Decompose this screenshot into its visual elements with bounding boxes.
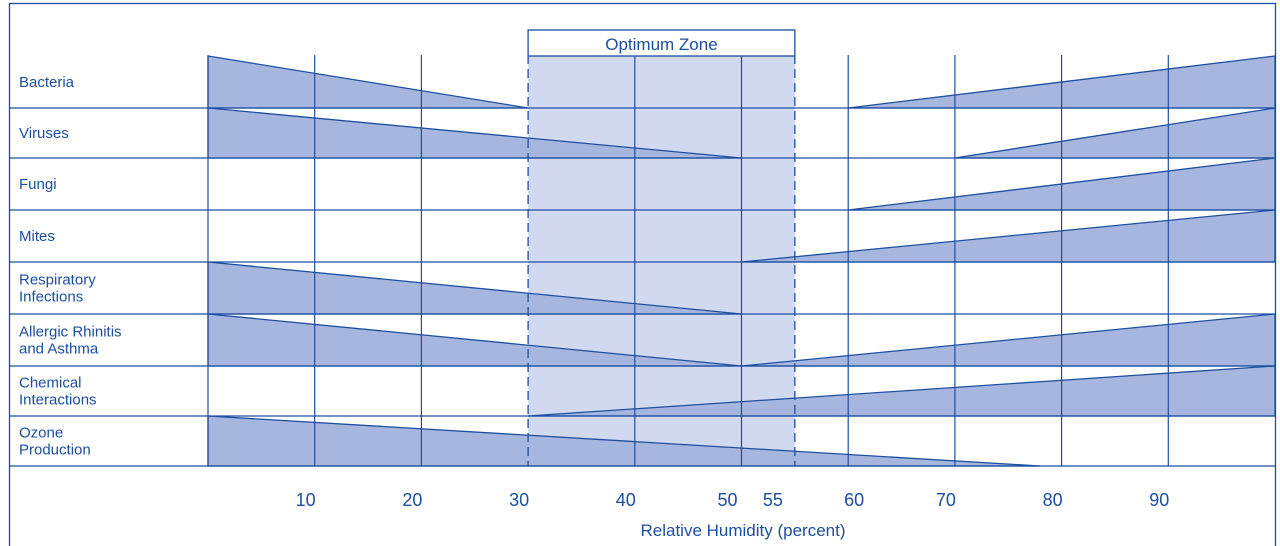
- x-tick-label: 10: [296, 490, 316, 510]
- x-tick-label: 30: [509, 490, 529, 510]
- category-label: Mites: [19, 228, 55, 245]
- category-label: Respiratory Infections: [19, 272, 96, 306]
- category-label: Allergic Rhinitis and Asthma: [19, 324, 122, 358]
- category-label: Viruses: [19, 125, 69, 142]
- chart-frame: [8, 2, 1277, 546]
- x-tick-label: 55: [763, 490, 783, 510]
- x-tick-label: 80: [1043, 490, 1063, 510]
- wedge-1-1: [954, 107, 1276, 159]
- category-label: Ozone Production: [19, 425, 91, 459]
- wedge-0-0: [207, 55, 529, 109]
- optimum-zone-label: Optimum Zone: [605, 35, 717, 54]
- x-tick-label: 60: [844, 490, 864, 510]
- category-label: Bacteria: [19, 74, 75, 91]
- x-axis-title: Relative Humidity (percent): [640, 521, 845, 540]
- wedge-3-0: [741, 209, 1276, 263]
- optimum-zone-label-box: [527, 29, 796, 57]
- x-tick-label: 90: [1149, 490, 1169, 510]
- x-tick-label: 40: [616, 490, 636, 510]
- x-tick-label: 70: [936, 490, 956, 510]
- category-label: Fungi: [19, 176, 57, 193]
- wedge-5-1: [741, 313, 1276, 367]
- category-label: Chemical Interactions: [19, 375, 97, 409]
- x-tick-label: 50: [717, 490, 737, 510]
- x-tick-label: 20: [402, 490, 422, 510]
